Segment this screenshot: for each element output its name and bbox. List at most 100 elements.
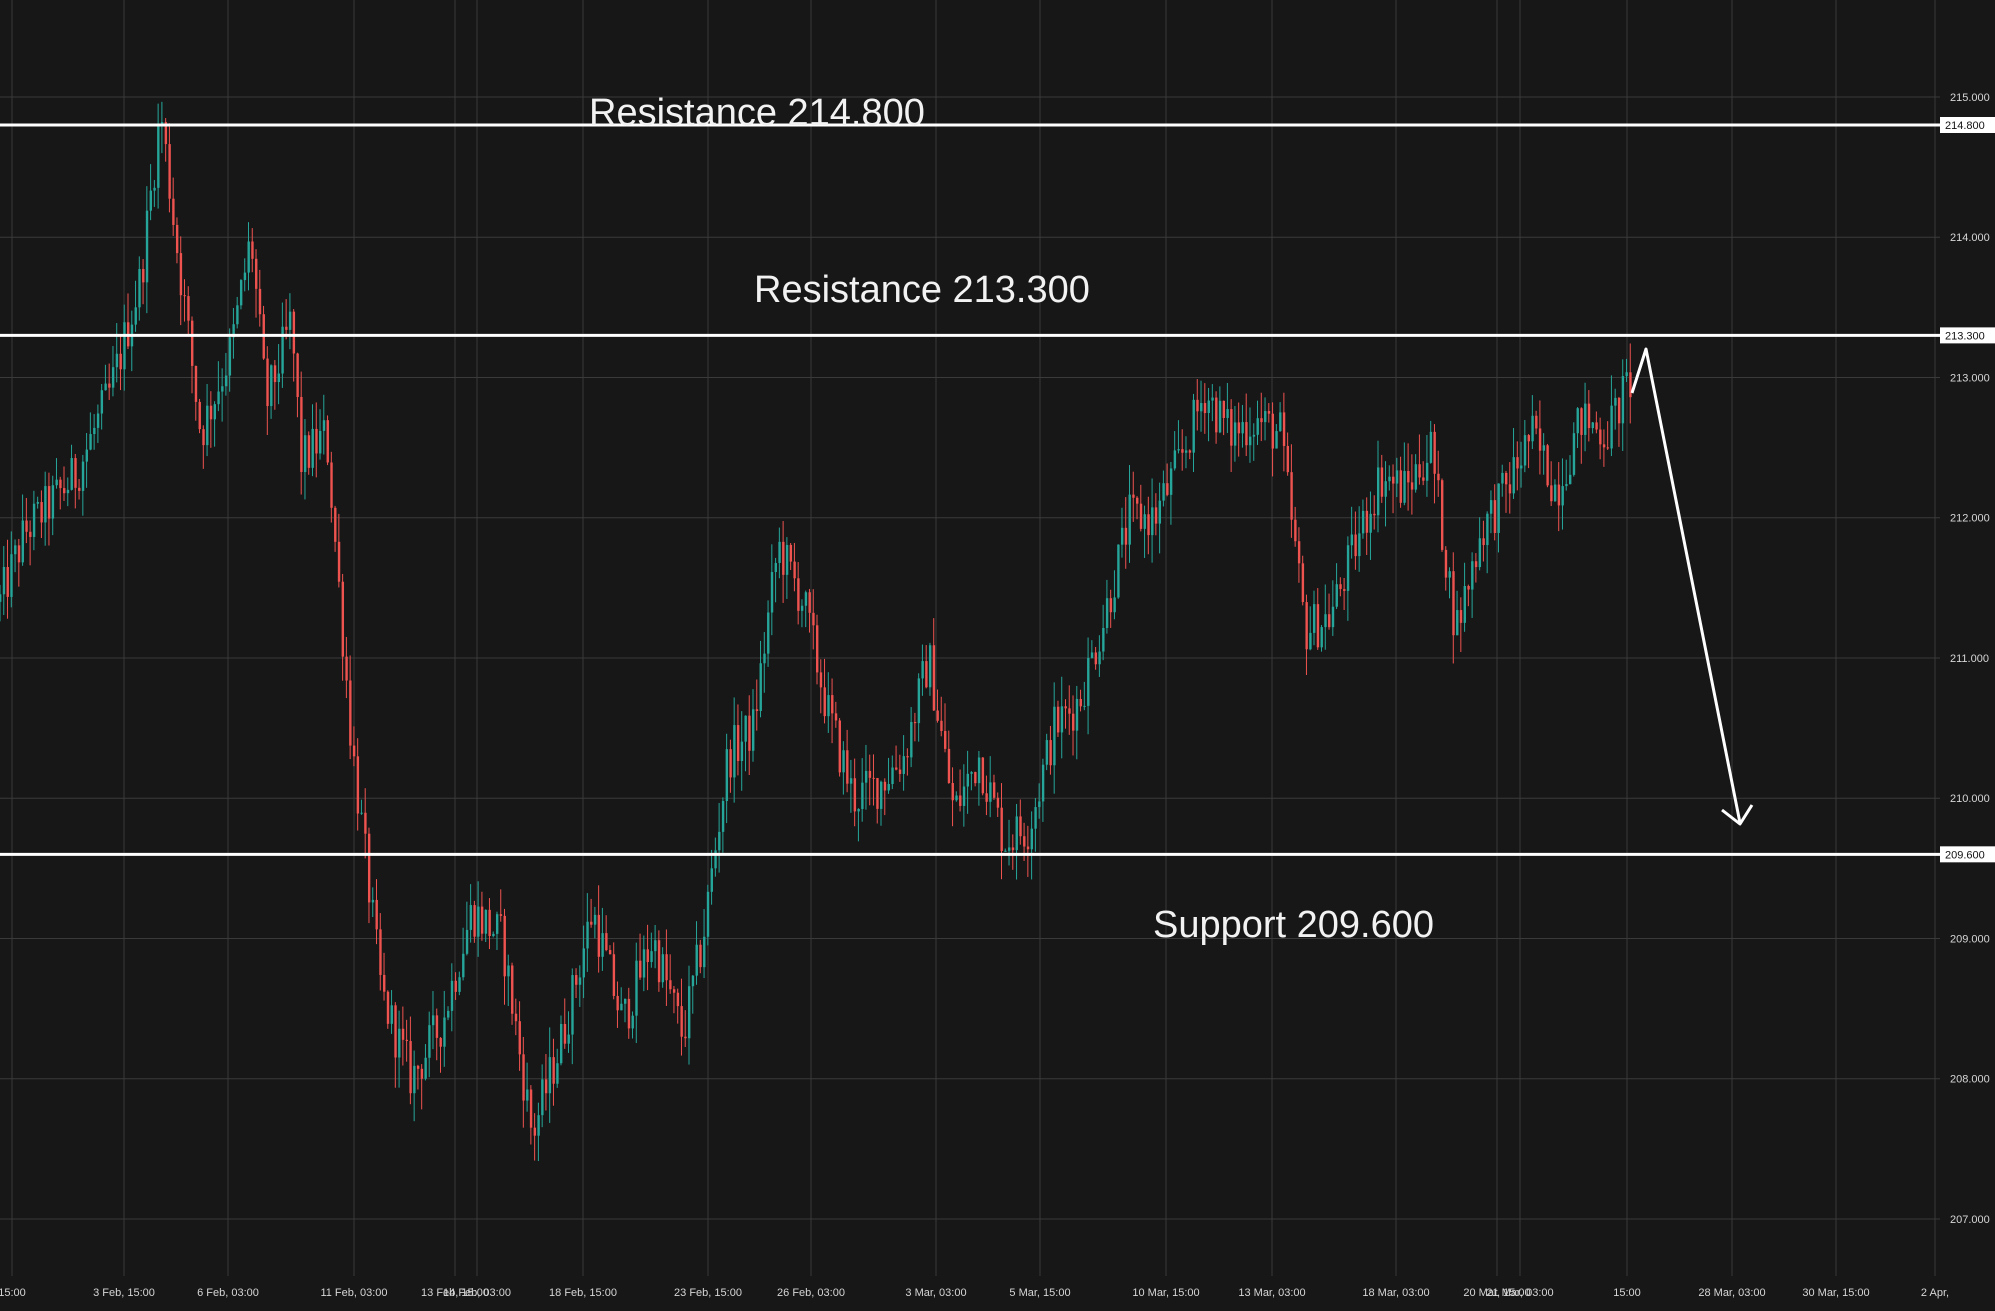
- level-price-tag: [1940, 327, 1995, 344]
- candle-body: [1049, 740, 1052, 766]
- candle-body: [616, 995, 619, 1011]
- candle-body: [6, 567, 9, 597]
- candle-body: [578, 977, 582, 985]
- time-tick-label: 15:00: [0, 1287, 26, 1299]
- candle-body: [831, 695, 834, 714]
- candle-body: [1546, 445, 1549, 486]
- candle-body: [1237, 422, 1241, 434]
- candle-body: [1286, 445, 1290, 473]
- price-tick-label: 215.000: [1950, 92, 1990, 104]
- candle-body: [1516, 457, 1519, 469]
- candle-body: [221, 386, 224, 392]
- candle-body: [40, 502, 43, 523]
- candle-body: [1587, 403, 1591, 429]
- candle-body: [774, 562, 777, 573]
- candle-body: [495, 914, 499, 934]
- candle-body: [243, 272, 247, 281]
- candle-body: [1056, 706, 1060, 733]
- candle-body: [785, 544, 789, 575]
- candle-body: [552, 1057, 555, 1084]
- candle-body: [194, 365, 198, 402]
- candle-body: [1222, 400, 1226, 418]
- candle-body: [1467, 586, 1470, 590]
- time-axis[interactable]: 15:00 3 Feb, 15:00 6 Feb, 03:00 11 Feb, 03:…: [0, 1287, 1949, 1299]
- candle-body: [360, 812, 363, 814]
- time-tick-label: 21 Mar, 03:00: [1486, 1287, 1553, 1299]
- candle-body: [480, 906, 484, 934]
- candle-body: [590, 921, 593, 925]
- candle-body: [748, 715, 751, 751]
- candle-body: [718, 831, 721, 851]
- candle-body: [1211, 397, 1214, 401]
- candle-body: [1011, 847, 1015, 851]
- candle-body: [89, 434, 92, 450]
- candle-body: [1459, 610, 1463, 623]
- candle-body: [1569, 474, 1572, 485]
- candle-body: [484, 909, 488, 934]
- candle-body: [447, 1010, 450, 1018]
- time-tick-label: 10 Mar, 15:00: [1132, 1287, 1199, 1299]
- candle-body: [63, 488, 66, 494]
- candle-body: [992, 782, 996, 798]
- support-209-label: Support 209.600: [1153, 904, 1434, 946]
- candle-body: [940, 720, 943, 732]
- candle-body: [149, 190, 152, 211]
- candle-body: [642, 949, 646, 978]
- candle-body: [1316, 604, 1320, 648]
- candle-body: [1606, 447, 1610, 449]
- candle-body: [1120, 527, 1124, 545]
- time-tick-label: 5 Mar, 15:00: [1009, 1287, 1070, 1299]
- candle-body: [1301, 563, 1305, 603]
- candle-body: [55, 479, 58, 486]
- candle-body: [1542, 445, 1546, 451]
- candle-body: [672, 989, 676, 993]
- candle-body: [1207, 400, 1210, 414]
- candle-body: [492, 933, 495, 937]
- candle-body: [1105, 598, 1109, 628]
- candle-body: [1629, 372, 1632, 398]
- candle-body: [70, 458, 73, 490]
- candle-body: [1230, 409, 1233, 446]
- candle-body: [902, 756, 905, 774]
- candle-body: [1075, 698, 1079, 731]
- price-axis[interactable]: 215.000 214.000 213.000 212.000 211.000 210.0…: [1950, 92, 1990, 1226]
- candle-body: [1508, 484, 1512, 494]
- candle-body: [1365, 510, 1369, 533]
- candle-body: [526, 1089, 529, 1101]
- candle-body: [228, 337, 232, 376]
- candle-body: [1448, 571, 1451, 578]
- candle-body: [1305, 602, 1308, 650]
- candle-body: [160, 122, 164, 125]
- candle-body: [770, 572, 774, 613]
- candle-body: [123, 322, 126, 370]
- candle-body: [405, 1039, 409, 1042]
- candle-body: [10, 554, 13, 597]
- candle-body: [928, 645, 932, 688]
- candle-body: [1079, 698, 1082, 707]
- candle-body: [334, 507, 337, 542]
- time-tick-label: 11 Feb, 03:00: [320, 1287, 387, 1299]
- candle-body: [255, 258, 258, 289]
- candle-body: [356, 756, 360, 814]
- candle-body: [1264, 411, 1267, 423]
- candle-body: [352, 745, 356, 757]
- time-tick-label: 23 Feb, 15:00: [674, 1287, 742, 1299]
- candle-body: [559, 1024, 563, 1064]
- candle-body: [962, 786, 966, 806]
- candle-body: [1267, 411, 1271, 414]
- candle-body: [1192, 399, 1195, 453]
- level-lines[interactable]: 214.800 213.300 209.600: [0, 117, 1995, 863]
- candle-body: [1550, 485, 1553, 502]
- candle-body: [25, 520, 28, 532]
- candle-body: [985, 793, 988, 802]
- candle-body: [1252, 434, 1256, 437]
- time-tick-label: 2 Apr,: [1921, 1287, 1949, 1299]
- candle-body: [1501, 472, 1504, 484]
- candle-body: [183, 295, 186, 297]
- level-price-tag: [1940, 846, 1995, 863]
- candle-body: [394, 1005, 397, 1058]
- candle-body: [1380, 467, 1384, 497]
- candle-body: [153, 187, 156, 191]
